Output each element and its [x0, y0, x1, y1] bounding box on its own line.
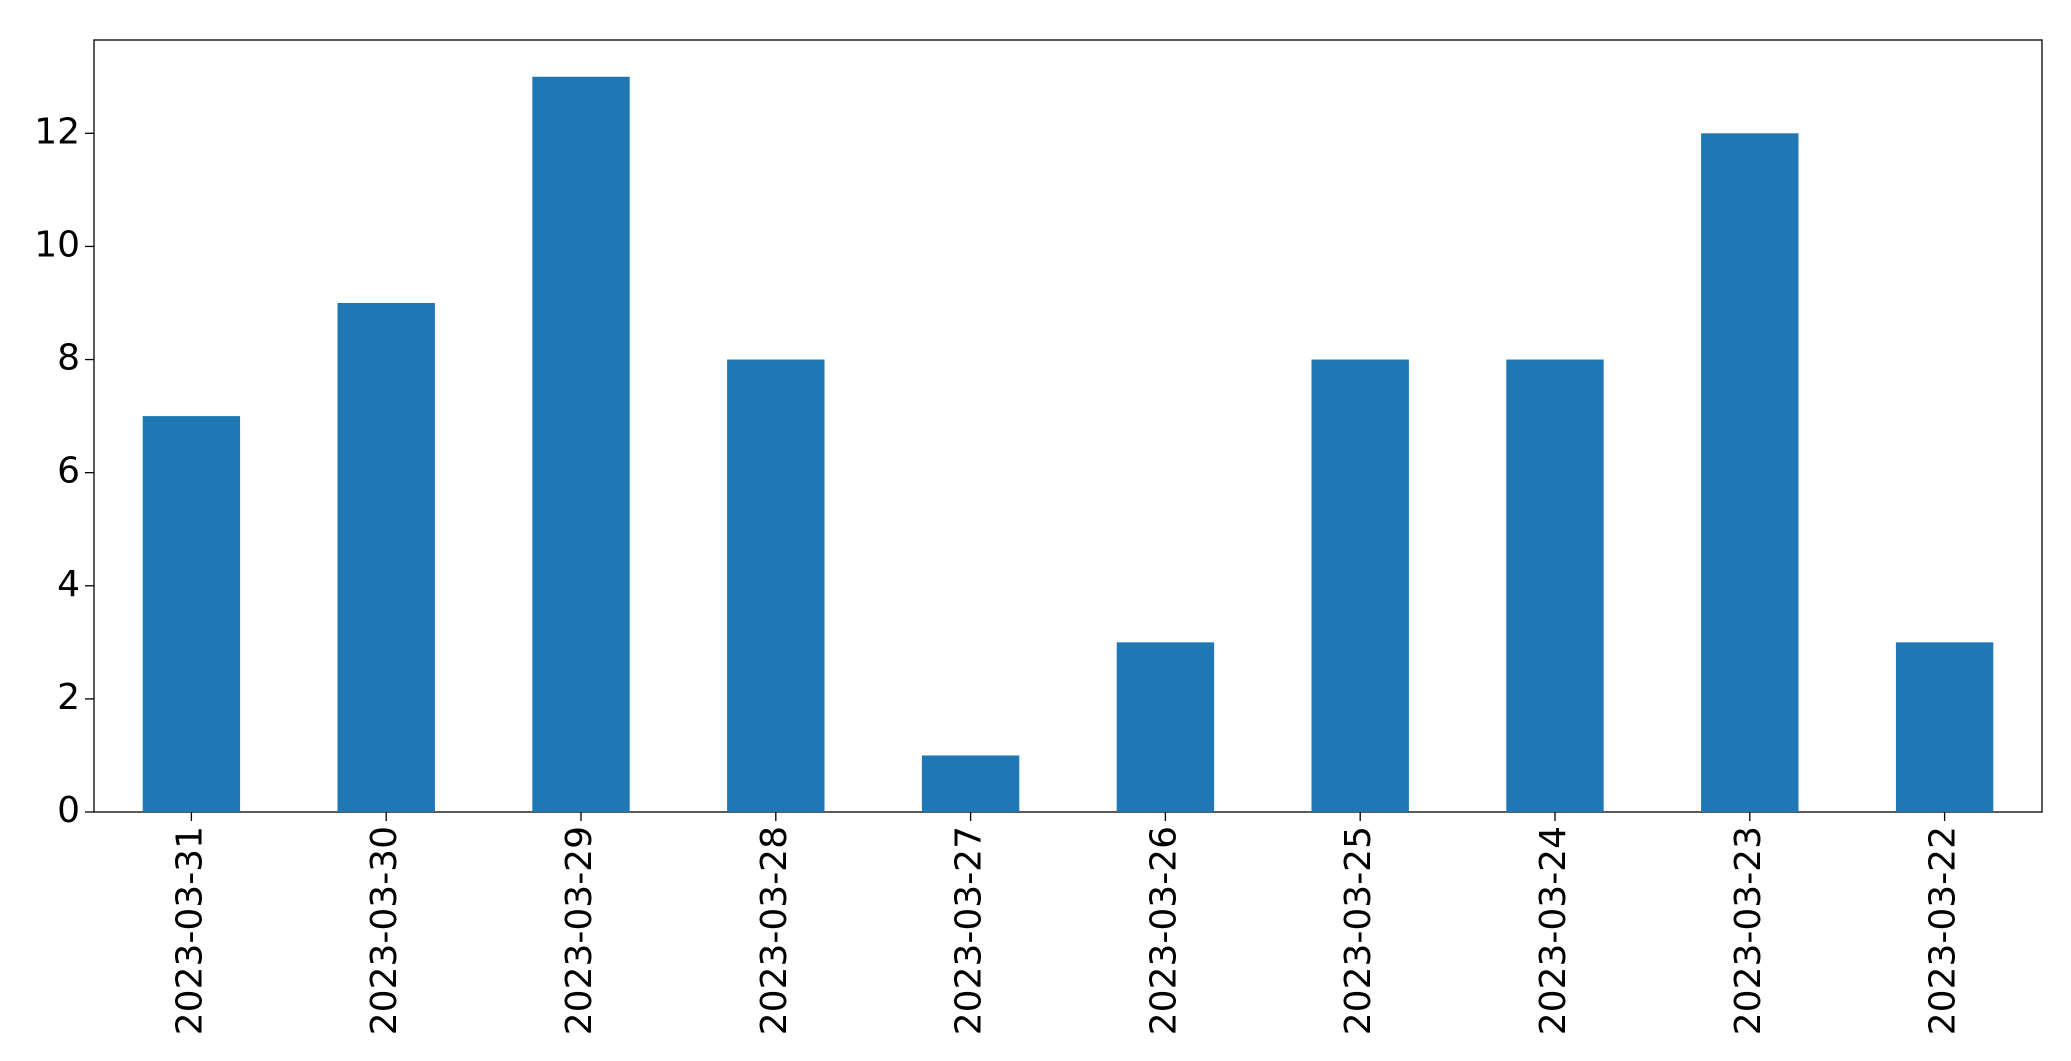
y-tick-label: 12 [34, 111, 80, 152]
bar [1895, 642, 1994, 812]
y-tick-label: 4 [57, 564, 80, 605]
bar [142, 416, 241, 812]
x-tick-label: 2023-03-31 [169, 826, 210, 1035]
x-tick-label: 2023-03-22 [1923, 826, 1964, 1035]
y-tick-label: 2 [57, 677, 80, 718]
x-tick-label: 2023-03-30 [364, 826, 405, 1035]
bar [921, 755, 1020, 812]
x-tick-label: 2023-03-29 [559, 826, 600, 1035]
bar [532, 76, 630, 812]
bar [1116, 642, 1215, 812]
y-tick-label: 8 [57, 338, 80, 379]
bar [1311, 359, 1409, 812]
plot-frame [93, 39, 2043, 813]
bar [1701, 133, 1799, 813]
x-tick-label: 2023-03-23 [1728, 826, 1769, 1035]
x-tick-label: 2023-03-26 [1143, 826, 1184, 1035]
x-tick-label: 2023-03-25 [1338, 826, 1379, 1035]
bar [337, 302, 435, 812]
y-tick-label: 6 [57, 451, 80, 492]
x-tick-label: 2023-03-28 [754, 826, 795, 1035]
bar [1506, 359, 1604, 812]
y-tick-label: 10 [34, 224, 80, 265]
bar [727, 359, 825, 812]
x-tick-label: 2023-03-24 [1533, 826, 1574, 1035]
x-tick-label: 2023-03-27 [949, 826, 990, 1035]
y-tick-label: 0 [57, 790, 80, 831]
